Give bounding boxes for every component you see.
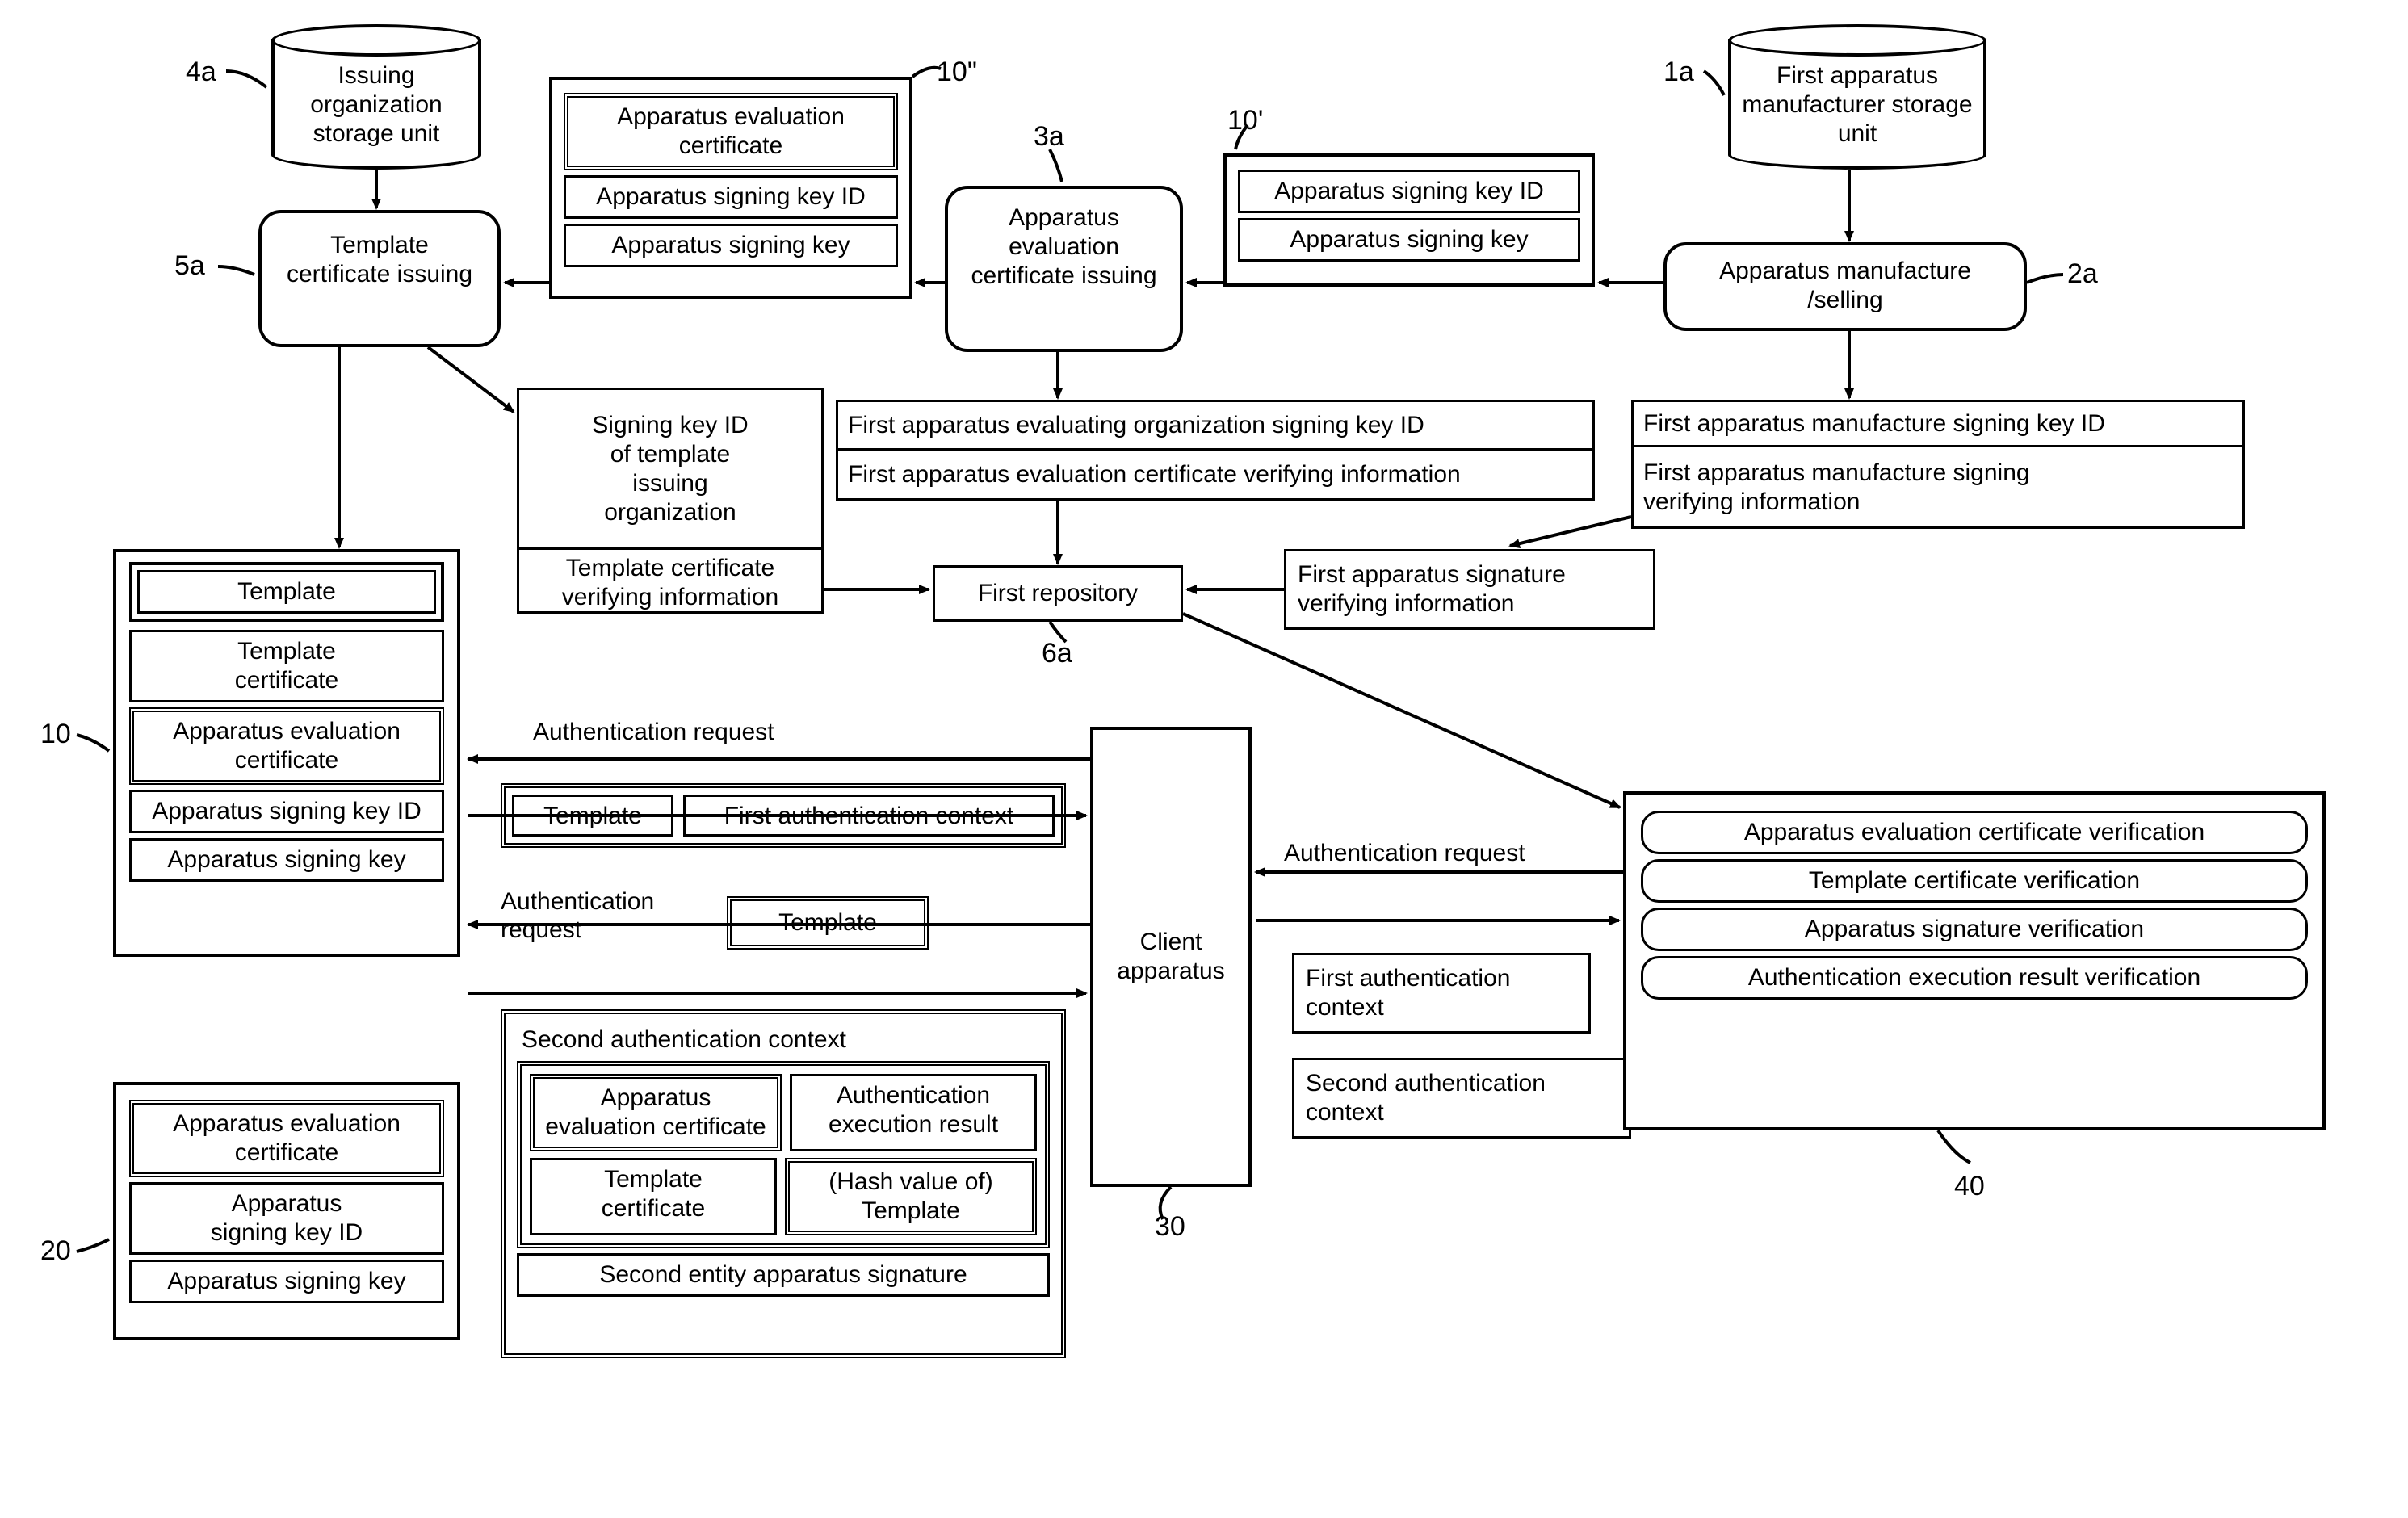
box-20-item-0: Apparatus evaluation certificate	[129, 1100, 444, 1177]
box-client: Client apparatus	[1090, 727, 1252, 1187]
box-10d-item-0: Apparatus signing key ID	[1238, 170, 1580, 213]
box-5a: Template certificate issuing	[258, 210, 501, 347]
second-ctx-right-1: (Hash value of) Template	[785, 1158, 1037, 1235]
flow-row2-box: Template	[727, 896, 929, 950]
box-second-ctx: Second authentication context Apparatus …	[501, 1009, 1066, 1358]
box-mfr-info: First apparatus manufacture signing key …	[1631, 400, 2245, 529]
label-10dd: 10"	[937, 57, 977, 88]
box-10-tpl: Template	[137, 570, 436, 614]
box-2a: Apparatus manufacture /selling	[1663, 242, 2027, 331]
box-40-item-1: Template certificate verification	[1641, 859, 2308, 903]
label-1a: 1a	[1663, 57, 1694, 88]
box-2a-text: Apparatus manufacture /selling	[1681, 257, 2009, 315]
box-10-item-2: Apparatus signing key ID	[129, 790, 444, 833]
box-eval-info: First apparatus evaluating organization …	[836, 400, 1595, 501]
box-10-item-3: Apparatus signing key	[129, 838, 444, 882]
box-10dd: Apparatus evaluation certificate Apparat…	[549, 77, 912, 299]
box-20: Apparatus evaluation certificate Apparat…	[113, 1082, 460, 1340]
box-3a-text: Apparatus evaluation certificate issuing	[963, 203, 1165, 291]
flow-row1-b: First authentication context	[683, 795, 1055, 837]
label-10d: 10'	[1227, 105, 1263, 136]
flow-auth-req-2: Authentication request	[501, 888, 654, 944]
box-10d-item-1: Apparatus signing key	[1238, 218, 1580, 262]
box-10: Template Template certificate Apparatus …	[113, 549, 460, 957]
second-ctx-left-0: Apparatus evaluation certificate	[530, 1074, 782, 1151]
box-ctx2: Second authentication context	[1292, 1058, 1631, 1138]
flow-row1-a: Template	[512, 795, 673, 837]
box-client-text: Client apparatus	[1117, 928, 1224, 986]
flow-row2-box-text: Template	[778, 908, 877, 937]
second-ctx-grid: Apparatus evaluation certificate Authent…	[517, 1061, 1050, 1248]
box-3a: Apparatus evaluation certificate issuing	[945, 186, 1183, 352]
box-repo-text: First repository	[978, 579, 1138, 608]
box-5a-text: Template certificate issuing	[276, 231, 483, 289]
diagram-canvas: Issuing organization storage unit 4a Fir…	[0, 0, 2408, 1518]
box-40-item-0: Apparatus evaluation certificate verific…	[1641, 811, 2308, 854]
box-20-item-2: Apparatus signing key	[129, 1260, 444, 1303]
box-20-item-1: Apparatus signing key ID	[129, 1182, 444, 1255]
box-eval-info-r1: First apparatus evaluating organization …	[848, 411, 1424, 440]
box-10-item-1: Apparatus evaluation certificate	[129, 707, 444, 785]
second-ctx-right-0: Authentication execution result	[790, 1074, 1037, 1151]
box-repo: First repository	[933, 565, 1183, 622]
box-sig-info: First apparatus signature verifying info…	[1284, 549, 1655, 630]
box-10dd-item-1: Apparatus signing key ID	[564, 175, 898, 219]
second-ctx-left-1: Template certificate	[530, 1158, 777, 1235]
label-5a: 5a	[174, 250, 205, 282]
box-40-item-2: Apparatus signature verification	[1641, 908, 2308, 951]
flow-auth-req-r: Authentication request	[1284, 840, 1525, 868]
second-ctx-title: Second authentication context	[522, 1025, 1050, 1055]
cylinder-4a: Issuing organization storage unit	[271, 24, 481, 170]
box-10dd-item-0: Apparatus evaluation certificate	[564, 93, 898, 170]
cylinder-1a: First apparatus manufacturer storage uni…	[1728, 24, 1986, 170]
label-30: 30	[1155, 1211, 1185, 1243]
box-ctx2-text: Second authentication context	[1306, 1069, 1546, 1127]
flow-auth-req-1: Authentication request	[533, 719, 774, 747]
box-ctx1-text: First authentication context	[1306, 964, 1510, 1022]
label-6a: 6a	[1042, 638, 1072, 669]
label-2a: 2a	[2067, 258, 2098, 290]
box-40-item-3: Authentication execution result verifica…	[1641, 956, 2308, 1000]
flow-row1: Template First authentication context	[501, 783, 1066, 848]
label-20: 20	[40, 1235, 71, 1267]
box-sig-info-text: First apparatus signature verifying info…	[1298, 560, 1566, 619]
label-10: 10	[40, 719, 71, 750]
box-10-item-0: Template certificate	[129, 630, 444, 702]
second-ctx-bottom: Second entity apparatus signature	[517, 1253, 1050, 1297]
cyl-1a-text: First apparatus manufacturer storage uni…	[1728, 61, 1986, 149]
label-4a: 4a	[186, 57, 216, 88]
box-eval-info-r2: First apparatus evaluation certificate v…	[848, 460, 1461, 489]
box-tpl-info-r1: Signing key ID of template issuing organ…	[592, 411, 748, 527]
label-40: 40	[1954, 1171, 1985, 1202]
box-mfr-info-r1: First apparatus manufacture signing key …	[1643, 409, 2105, 438]
box-tpl-info-r2: Template certificate verifying informati…	[562, 554, 778, 612]
box-mfr-info-r2: First apparatus manufacture signing veri…	[1643, 459, 2030, 517]
box-10d: Apparatus signing key ID Apparatus signi…	[1223, 153, 1595, 287]
box-10dd-item-2: Apparatus signing key	[564, 224, 898, 267]
cyl-4a-text: Issuing organization storage unit	[271, 61, 481, 149]
box-tpl-info: Signing key ID of template issuing organ…	[517, 388, 824, 614]
box-40: Apparatus evaluation certificate verific…	[1623, 791, 2326, 1130]
label-3a: 3a	[1034, 121, 1064, 153]
box-ctx1: First authentication context	[1292, 953, 1591, 1034]
